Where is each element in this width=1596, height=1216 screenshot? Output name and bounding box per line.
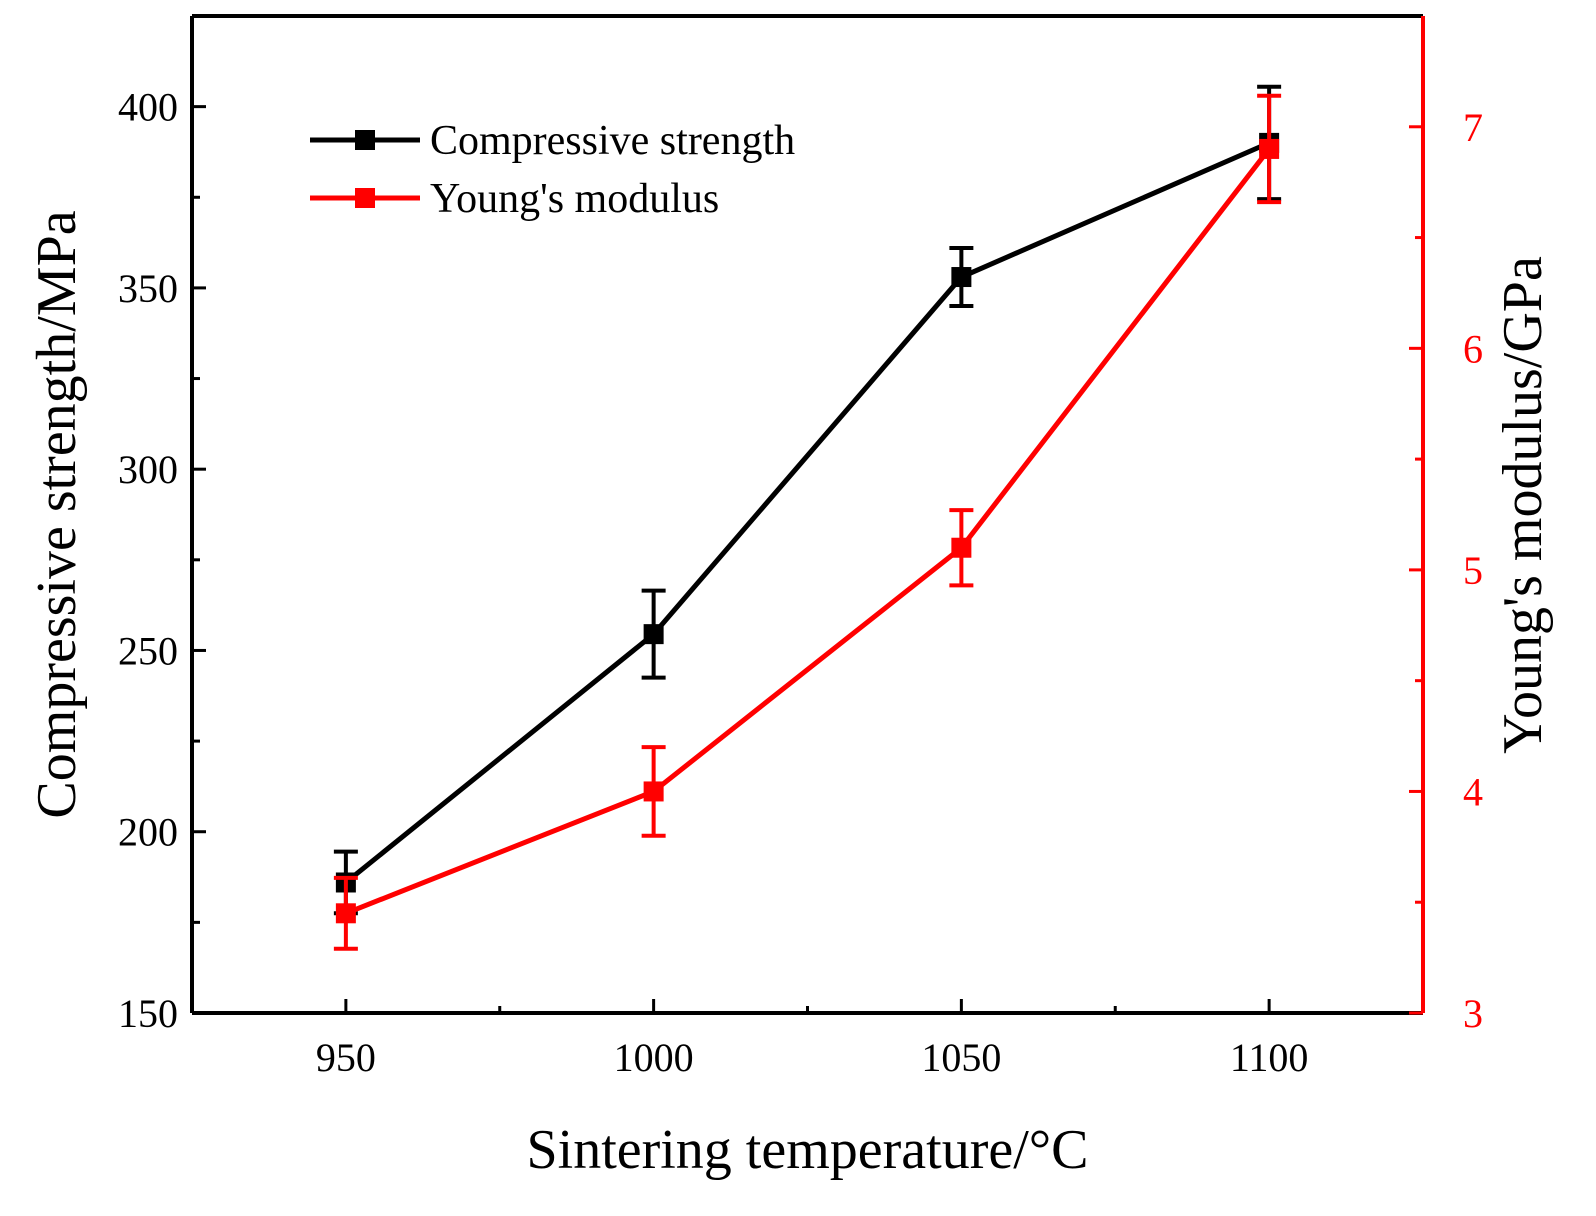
data-point-compressive-strength [643,624,664,645]
data-point-young-s-modulus [335,903,356,924]
x-axis-title: Sintering temperature/°C [526,1119,1088,1181]
y-axis-title: Compressive strength/MPa [26,210,88,818]
x-tick-label: 1100 [1230,1035,1309,1080]
data-point-young-s-modulus [951,537,972,558]
series-line-young-s-modulus [344,147,1272,916]
data-point-young-s-modulus [643,781,664,802]
y-tick-label: 150 [118,991,178,1036]
plot-frame-layer [190,14,1425,1015]
legend-marker-compressive-strength [355,130,375,150]
y2-tick-label: 4 [1463,769,1483,814]
y2-tick-label: 7 [1463,105,1483,150]
y-tick-label: 400 [118,85,178,130]
legend-label-compressive-strength: Compressive strength [430,118,795,164]
y-tick-label: 250 [118,628,178,673]
x-tick-label: 950 [316,1035,376,1080]
y-tick-label: 200 [118,810,178,855]
data-point-young-s-modulus [1259,138,1280,159]
series-layer [333,84,1282,951]
legend-label-youngs-modulus: Young's modulus [430,176,719,222]
legend-marker-young-s-modulus [355,188,375,208]
x-tick-label: 1000 [614,1035,694,1080]
y-tick-label: 300 [118,447,178,492]
y2-tick-label: 6 [1463,326,1483,371]
y2-axis-title: Young's modulus/GPa [1492,256,1554,754]
y2-tick-label: 5 [1463,548,1483,593]
series-line-compressive-strength [344,140,1271,885]
data-point-compressive-strength [951,267,972,288]
x-tick-label: 1050 [921,1035,1001,1080]
axis-layer: 950 1000 1050 1100 150 200 250 300 350 400 3 4 5 6 7 [118,85,1483,1080]
y-tick-label: 350 [118,266,178,311]
legend: Compressive strength Young's modulus [310,118,795,222]
y2-tick-label: 3 [1463,991,1483,1036]
